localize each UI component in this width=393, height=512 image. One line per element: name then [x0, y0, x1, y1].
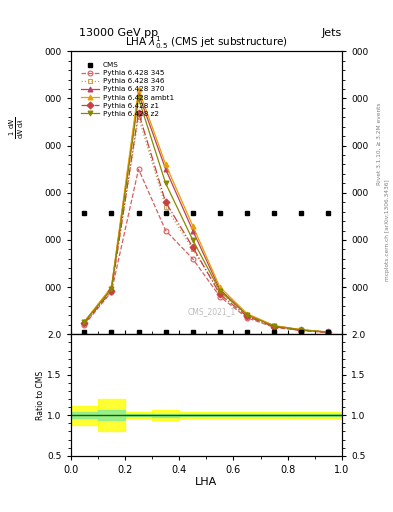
Pythia 6.428 370 [218, 286, 222, 292]
Pythia 6.428 345 [136, 166, 141, 172]
Pythia 6.428 346 [136, 114, 141, 120]
CMS [272, 329, 276, 335]
Pythia 6.428 ambt1 [299, 327, 303, 333]
CMS [82, 329, 86, 335]
Pythia 6.428 z2 [136, 95, 141, 101]
Pythia 6.428 346 [163, 204, 168, 210]
Pythia 6.428 z2 [82, 319, 86, 325]
Pythia 6.428 z1 [272, 324, 276, 330]
Line: CMS: CMS [82, 330, 331, 334]
Pythia 6.428 ambt1 [244, 310, 250, 316]
Line: Pythia 6.428 345: Pythia 6.428 345 [82, 167, 331, 335]
Pythia 6.428 345 [190, 256, 195, 262]
CMS [326, 329, 331, 335]
Pythia 6.428 370 [326, 329, 331, 335]
Pythia 6.428 346 [272, 323, 276, 329]
Text: Rivet 3.1.10, ≥ 3.2M events: Rivet 3.1.10, ≥ 3.2M events [377, 102, 382, 185]
Pythia 6.428 z1 [244, 313, 250, 319]
Text: CMS_2021_1: CMS_2021_1 [187, 307, 236, 316]
Line: Pythia 6.428 ambt1: Pythia 6.428 ambt1 [82, 87, 331, 334]
Title: LHA $\lambda^{1}_{0.5}$ (CMS jet substructure): LHA $\lambda^{1}_{0.5}$ (CMS jet substru… [125, 34, 288, 51]
Pythia 6.428 346 [244, 312, 250, 318]
Pythia 6.428 370 [136, 91, 141, 97]
Pythia 6.428 z2 [190, 237, 195, 243]
Pythia 6.428 370 [190, 227, 195, 233]
Pythia 6.428 z2 [326, 329, 331, 335]
Text: mcplots.cern.ch [arXiv:1306.3436]: mcplots.cern.ch [arXiv:1306.3436] [385, 180, 389, 281]
Pythia 6.428 z1 [218, 291, 222, 297]
Pythia 6.428 ambt1 [109, 284, 114, 290]
CMS [218, 329, 222, 335]
Text: 13000 GeV pp: 13000 GeV pp [79, 28, 158, 38]
Pythia 6.428 370 [82, 319, 86, 325]
Pythia 6.428 345 [299, 328, 303, 334]
Pythia 6.428 z2 [299, 327, 303, 333]
CMS [163, 329, 168, 335]
Pythia 6.428 370 [109, 285, 114, 291]
Text: Jets: Jets [321, 28, 342, 38]
Pythia 6.428 z2 [272, 323, 276, 329]
Pythia 6.428 370 [299, 327, 303, 333]
Y-axis label: Ratio to CMS: Ratio to CMS [35, 371, 44, 419]
Pythia 6.428 z1 [299, 327, 303, 333]
Pythia 6.428 ambt1 [163, 161, 168, 167]
Text: $\frac{1}{\mathrm{d}N}\frac{\mathrm{d}N}{\mathrm{d}\lambda}$: $\frac{1}{\mathrm{d}N}\frac{\mathrm{d}N}… [8, 117, 26, 139]
Pythia 6.428 346 [190, 246, 195, 252]
Pythia 6.428 345 [218, 293, 222, 300]
Pythia 6.428 345 [82, 322, 86, 328]
Pythia 6.428 z2 [109, 286, 114, 292]
Pythia 6.428 ambt1 [190, 223, 195, 229]
Line: Pythia 6.428 370: Pythia 6.428 370 [82, 91, 331, 334]
Pythia 6.428 ambt1 [82, 318, 86, 325]
Pythia 6.428 345 [244, 315, 250, 321]
Pythia 6.428 ambt1 [326, 329, 331, 335]
Pythia 6.428 ambt1 [136, 86, 141, 92]
Pythia 6.428 346 [82, 319, 86, 326]
CMS [244, 329, 250, 335]
Pythia 6.428 z1 [136, 110, 141, 116]
CMS [109, 329, 114, 335]
CMS [190, 329, 195, 335]
Line: Pythia 6.428 346: Pythia 6.428 346 [82, 115, 331, 335]
Pythia 6.428 370 [272, 323, 276, 329]
Pythia 6.428 z1 [190, 244, 195, 250]
Pythia 6.428 345 [163, 227, 168, 233]
Pythia 6.428 z2 [244, 312, 250, 318]
Pythia 6.428 345 [326, 329, 331, 335]
Pythia 6.428 345 [272, 324, 276, 330]
Pythia 6.428 346 [326, 329, 331, 335]
Pythia 6.428 z1 [326, 329, 331, 335]
Pythia 6.428 z2 [218, 288, 222, 294]
CMS [136, 329, 141, 335]
Pythia 6.428 z1 [82, 321, 86, 327]
Legend: CMS, Pythia 6.428 345, Pythia 6.428 346, Pythia 6.428 370, Pythia 6.428 ambt1, P: CMS, Pythia 6.428 345, Pythia 6.428 346,… [80, 60, 175, 118]
Pythia 6.428 z1 [163, 199, 168, 205]
Pythia 6.428 z1 [109, 288, 114, 294]
Pythia 6.428 346 [299, 327, 303, 333]
Pythia 6.428 ambt1 [272, 323, 276, 329]
Pythia 6.428 ambt1 [218, 284, 222, 290]
Pythia 6.428 370 [163, 166, 168, 172]
Pythia 6.428 345 [109, 289, 114, 295]
Line: Pythia 6.428 z1: Pythia 6.428 z1 [82, 110, 331, 335]
CMS [299, 329, 303, 335]
Pythia 6.428 z2 [163, 180, 168, 186]
Pythia 6.428 346 [218, 289, 222, 295]
X-axis label: LHA: LHA [195, 478, 217, 487]
Pythia 6.428 370 [244, 311, 250, 317]
Pythia 6.428 346 [109, 286, 114, 292]
Line: Pythia 6.428 z2: Pythia 6.428 z2 [82, 96, 331, 335]
